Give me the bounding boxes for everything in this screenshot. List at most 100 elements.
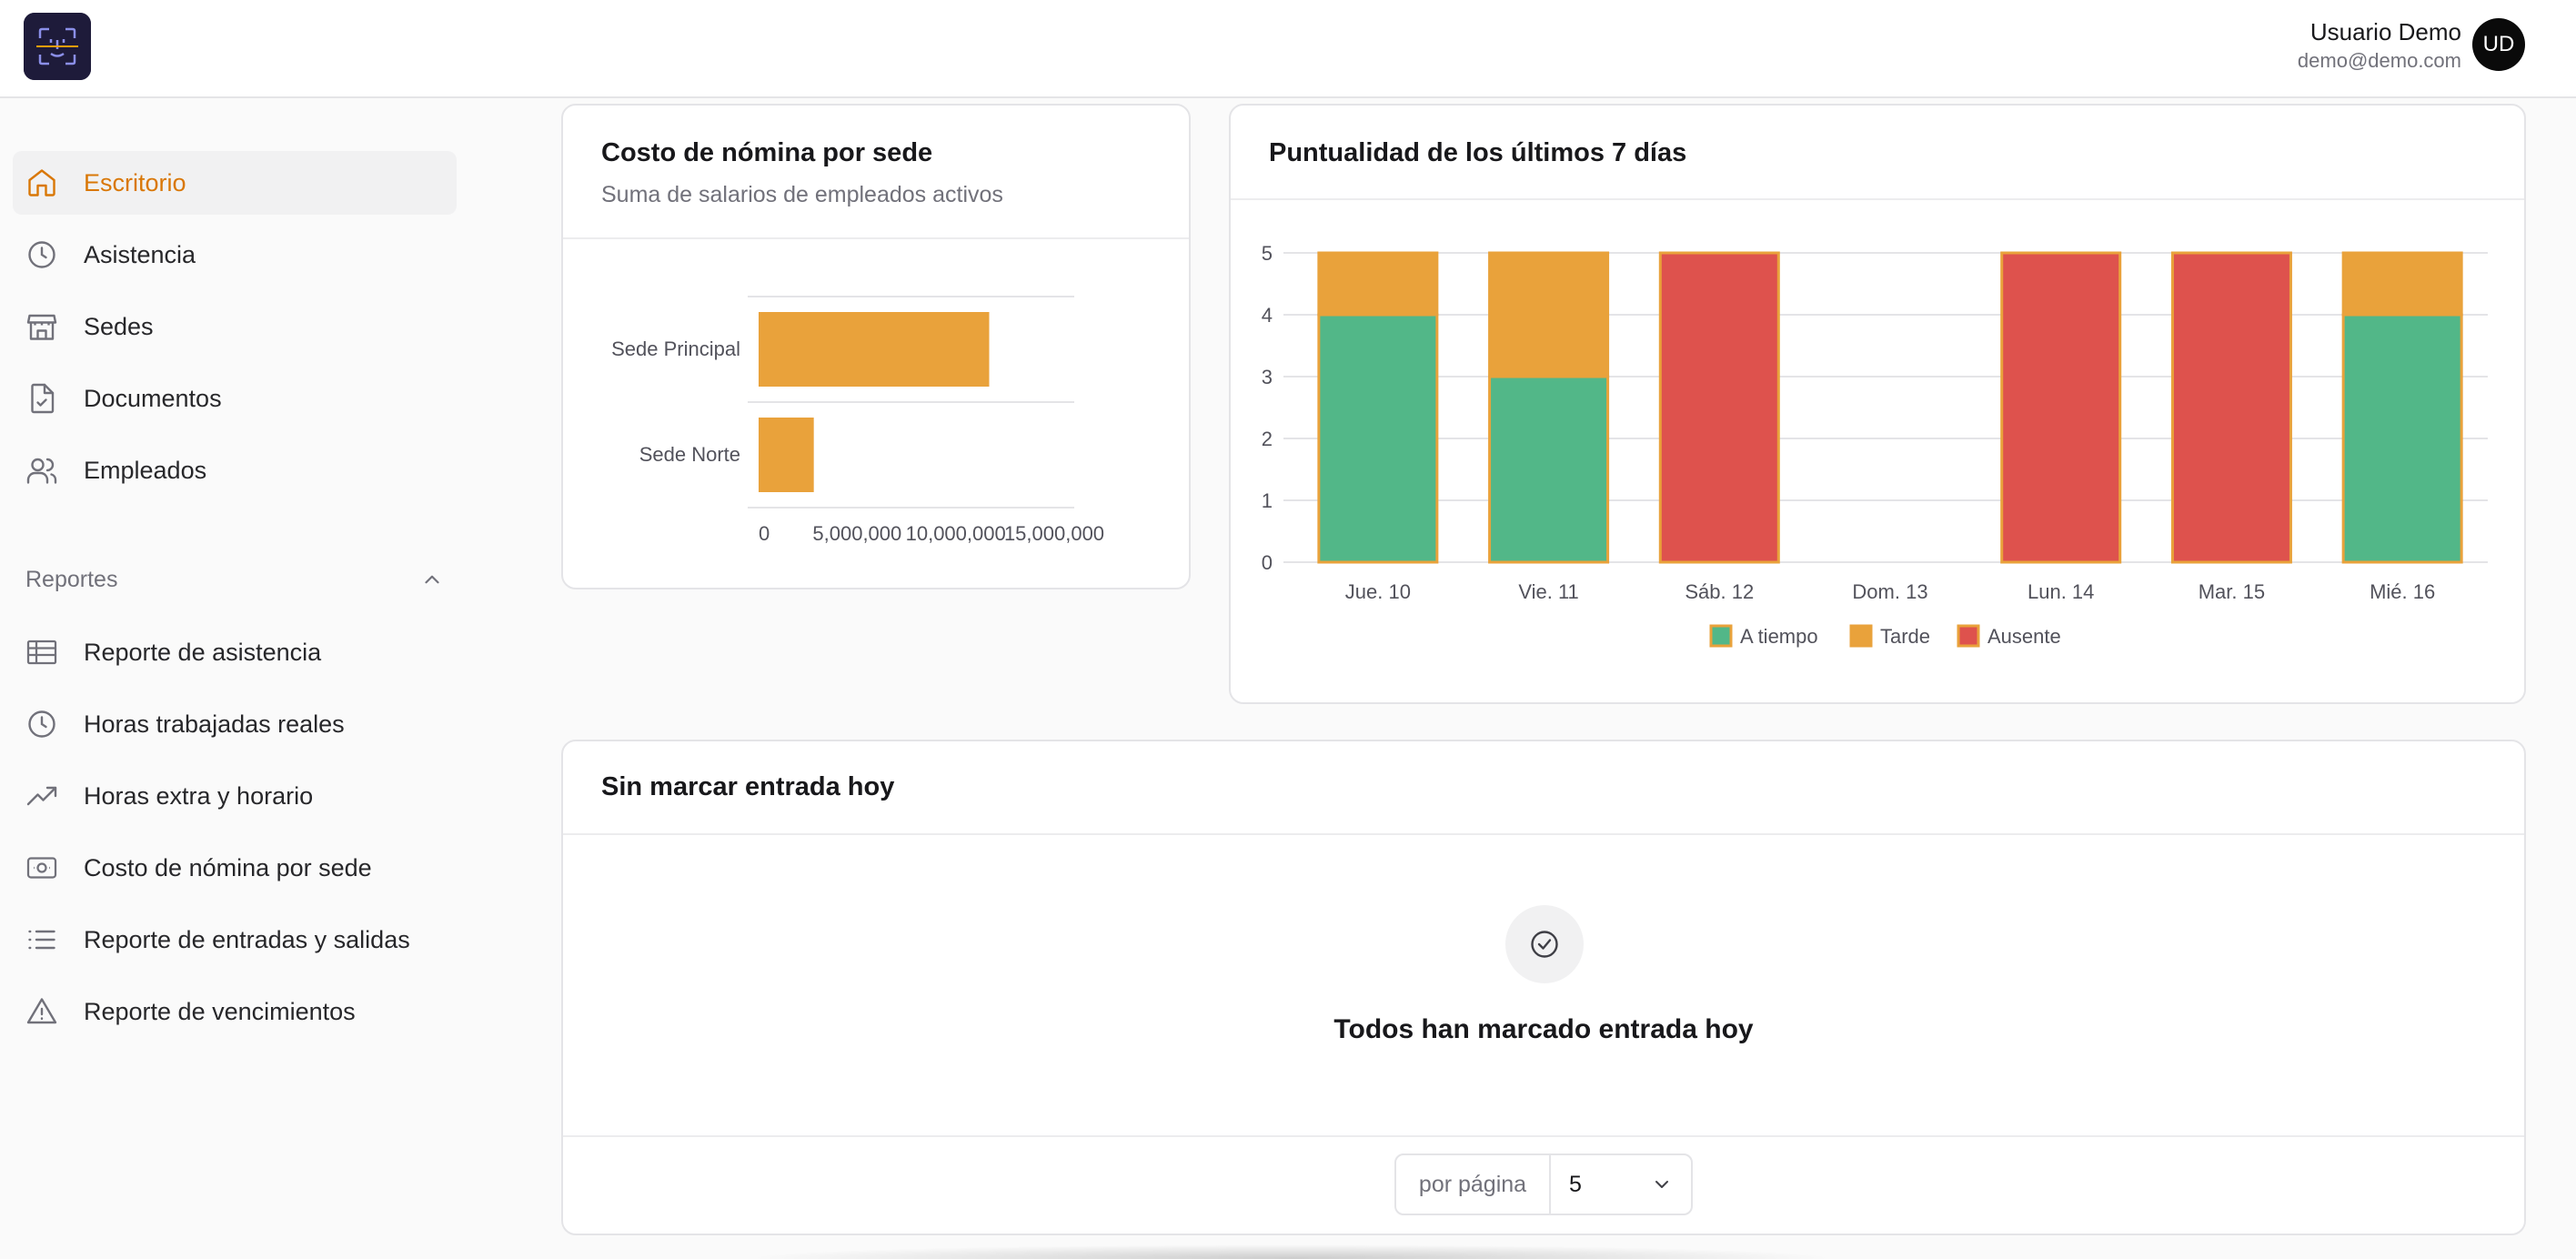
chevron-up-icon — [425, 575, 439, 584]
trending-up-icon — [26, 786, 57, 806]
sidebar: Escritorio Asistencia Sedes Documentos E… — [0, 100, 473, 1259]
y-tick-label: 1 — [1262, 489, 1273, 512]
card-title: Costo de nómina por sede — [601, 138, 933, 167]
table-icon — [26, 640, 57, 665]
home-icon — [28, 169, 55, 196]
per-page-value: 5 — [1569, 1171, 1582, 1197]
sidebar-item-reporte-asistencia[interactable]: Reporte de asistencia — [13, 620, 457, 684]
legend-label: Tarde — [1880, 625, 1930, 648]
bar-segment — [1488, 375, 1610, 564]
sidebar-item-label: Costo de nómina por sede — [84, 853, 372, 881]
bar-segment — [1317, 251, 1439, 317]
x-tick-label: Vie. 11 — [1518, 580, 1578, 603]
card-divider — [563, 833, 2524, 835]
x-tick-label: 5,000,000 — [812, 522, 901, 545]
users-icon — [26, 458, 57, 484]
card-title: Sin marcar entrada hoy — [601, 772, 895, 801]
x-tick-label: Dom. 13 — [1852, 580, 1927, 603]
reports-section-label: Reportes — [25, 566, 118, 592]
user-info[interactable]: Usuario Demo demo@demo.com — [2298, 16, 2461, 75]
file-check-icon — [31, 383, 55, 414]
card-divider — [563, 1135, 2524, 1137]
card-divider — [563, 237, 1189, 239]
sidebar-item-escritorio[interactable]: Escritorio — [13, 151, 457, 215]
sidebar-item-sedes[interactable]: Sedes — [13, 295, 457, 358]
sidebar-item-label: Sedes — [84, 312, 154, 340]
clock-icon — [28, 710, 55, 738]
avatar[interactable]: UD — [2472, 18, 2525, 71]
punctuality-stacked-chart: 0 1 2 3 4 5 Jue. 10 Vie. 11 Sáb. 12 Dom. 13 Lun. 1… — [1262, 242, 2488, 648]
empty-state-message: Todos han marcado entrada hoy — [1333, 1014, 1754, 1044]
sidebar-item-label: Reporte de entradas y salidas — [84, 925, 410, 953]
bar-segment — [2341, 313, 2463, 564]
x-tick-label: Lun. 14 — [2028, 580, 2094, 603]
legend-swatch — [1849, 624, 1873, 648]
bar — [759, 312, 990, 387]
list-icon — [28, 930, 55, 950]
legend-label: A tiempo — [1740, 625, 1818, 648]
x-tick-label: Jue. 10 — [1345, 580, 1411, 603]
sidebar-item-label: Escritorio — [84, 168, 186, 196]
category-label: Sede Principal — [611, 337, 740, 360]
payroll-cost-card: Costo de nómina por sede Suma de salario… — [561, 104, 1191, 589]
app-logo[interactable] — [24, 13, 91, 80]
top-bar: Usuario Demo demo@demo.com UD — [0, 0, 2576, 98]
user-name: Usuario Demo — [2309, 18, 2461, 45]
store-icon — [26, 314, 57, 340]
sidebar-item-label: Reporte de asistencia — [84, 638, 322, 666]
sidebar-item-horas-extra[interactable]: Horas extra y horario — [13, 764, 457, 828]
sidebar-item-asistencia[interactable]: Asistencia — [13, 223, 457, 287]
sidebar-item-label: Reporte de vencimientos — [84, 997, 356, 1025]
bar-segment — [2000, 251, 2122, 564]
bar-segment — [1488, 251, 1610, 378]
sidebar-item-costo-nomina[interactable]: Costo de nómina por sede — [13, 836, 457, 900]
x-tick-label: Mié. 16 — [2370, 580, 2435, 603]
per-page-selector[interactable]: por página 5 — [1394, 1153, 1693, 1215]
reports-section-toggle[interactable]: Reportes — [25, 557, 444, 602]
y-tick-label: 0 — [1262, 551, 1273, 574]
sidebar-item-label: Asistencia — [84, 240, 196, 268]
payroll-bar-chart: Sede Principal Sede Norte 0 5,000,000 10,000… — [611, 296, 1104, 545]
sidebar-item-label: Horas trabajadas reales — [84, 710, 345, 738]
clock-icon — [28, 241, 55, 268]
check-circle-icon — [1531, 931, 1558, 958]
sidebar-item-label: Empleados — [84, 456, 207, 484]
empty-state-badge — [1505, 905, 1584, 983]
legend-swatch — [1709, 624, 1733, 648]
sidebar-item-label: Horas extra y horario — [84, 781, 314, 810]
missing-checkin-card: Sin marcar entrada hoy Todos han marcado… — [561, 740, 2526, 1235]
legend-label: Ausente — [1987, 625, 2061, 648]
bottom-shadow — [746, 1244, 1837, 1259]
sidebar-item-horas-trabajadas[interactable]: Horas trabajadas reales — [13, 692, 457, 756]
sidebar-item-label: Documentos — [84, 384, 222, 412]
x-tick-label: 0 — [759, 522, 770, 545]
y-tick-label: 5 — [1262, 242, 1273, 265]
sidebar-item-vencimientos[interactable]: Reporte de vencimientos — [13, 980, 457, 1043]
per-page-label: por página — [1396, 1155, 1551, 1214]
punctuality-card: Puntualidad de los últimos 7 días 0 1 2 3 4 5… — [1229, 104, 2526, 704]
category-label: Sede Norte — [639, 443, 740, 466]
x-tick-label: 15,000,000 — [1004, 522, 1104, 545]
alert-triangle-icon — [26, 998, 57, 1024]
legend-swatch — [1957, 624, 1980, 648]
card-divider — [1231, 198, 2524, 200]
face-scan-icon — [24, 13, 91, 80]
y-tick-label: 2 — [1262, 428, 1273, 450]
card-subtitle: Suma de salarios de empleados activos — [601, 182, 1003, 207]
sidebar-item-documentos[interactable]: Documentos — [13, 367, 457, 430]
banknote-icon — [26, 857, 57, 879]
x-tick-label: Sáb. 12 — [1685, 580, 1754, 603]
bar-segment — [1658, 251, 1780, 564]
bar-segment — [1317, 313, 1439, 564]
sidebar-item-entradas-salidas[interactable]: Reporte de entradas y salidas — [13, 908, 457, 972]
card-title: Puntualidad de los últimos 7 días — [1269, 138, 1687, 167]
chevron-down-icon — [1655, 1181, 1668, 1188]
x-tick-label: 10,000,000 — [906, 522, 1006, 545]
user-email: demo@demo.com — [2297, 49, 2461, 72]
sidebar-item-empleados[interactable]: Empleados — [13, 438, 457, 502]
y-tick-label: 4 — [1262, 304, 1273, 327]
bar-segment — [2341, 251, 2463, 317]
x-tick-label: Mar. 15 — [2199, 580, 2265, 603]
y-tick-label: 3 — [1262, 366, 1273, 388]
bar — [759, 418, 814, 492]
